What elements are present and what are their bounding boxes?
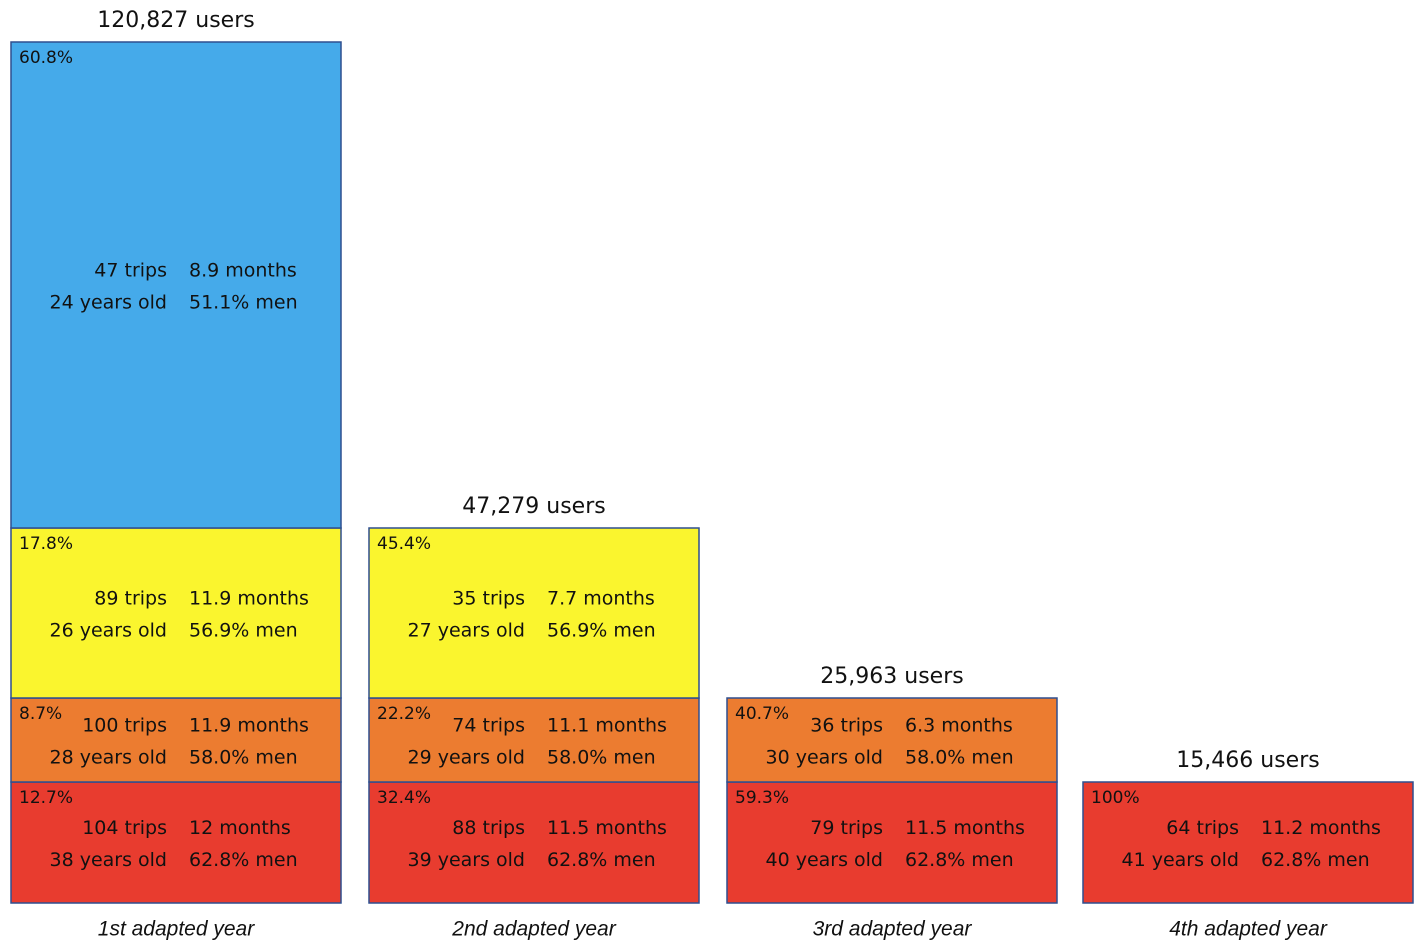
segment-share: 8.7%: [19, 704, 62, 724]
segment-age: 39 years old: [407, 849, 525, 871]
segment-box: [368, 527, 700, 699]
segment-months: 11.9 months: [189, 588, 309, 610]
segment-men: 58.0% men: [189, 747, 298, 769]
segment-box: [1082, 781, 1414, 904]
column-total: 47,279 users: [462, 494, 605, 519]
segment-box: [368, 781, 700, 904]
segment-age: 40 years old: [765, 849, 883, 871]
segment-months: 7.7 months: [547, 588, 655, 610]
segment-share: 12.7%: [19, 788, 73, 808]
segment-months: 11.5 months: [547, 817, 667, 839]
segment-age: 28 years old: [49, 747, 167, 769]
segment-share: 40.7%: [735, 704, 789, 724]
segment-trips: 36 trips: [810, 715, 883, 737]
segment-age: 30 years old: [765, 747, 883, 769]
segment-months: 6.3 months: [905, 715, 1013, 737]
segment-share: 45.4%: [377, 534, 431, 554]
segment-men: 62.8% men: [1261, 849, 1370, 871]
column-total: 25,963 users: [820, 664, 963, 689]
segment-men: 58.0% men: [547, 747, 656, 769]
segment-box: [10, 697, 342, 783]
column-total: 15,466 users: [1176, 748, 1319, 773]
column-total: 120,827 users: [97, 8, 254, 33]
segment-trips: 35 trips: [452, 588, 525, 610]
segment-share: 60.8%: [19, 48, 73, 68]
segment-trips: 74 trips: [452, 715, 525, 737]
column-label: 3rd adapted year: [813, 918, 973, 941]
segment-months: 12 months: [189, 817, 291, 839]
segment-box: [368, 697, 700, 783]
column-label: 1st adapted year: [98, 918, 255, 941]
segment-men: 56.9% men: [189, 620, 298, 642]
segment-age: 41 years old: [1121, 849, 1239, 871]
segment-trips: 64 trips: [1166, 817, 1239, 839]
segment-men: 62.8% men: [905, 849, 1014, 871]
segment-men: 56.9% men: [547, 620, 656, 642]
segment-age: 29 years old: [407, 747, 525, 769]
segment-share: 100%: [1091, 788, 1140, 808]
segment-box: [10, 781, 342, 904]
segment-months: 11.9 months: [189, 715, 309, 737]
segment-age: 24 years old: [49, 292, 167, 314]
segment-share: 22.2%: [377, 704, 431, 724]
segment-men: 62.8% men: [189, 849, 298, 871]
segment-months: 11.1 months: [547, 715, 667, 737]
segment-men: 58.0% men: [905, 747, 1014, 769]
segment-months: 11.2 months: [1261, 817, 1381, 839]
segment-trips: 47 trips: [94, 260, 167, 282]
segment-trips: 100 trips: [82, 715, 167, 737]
segment-months: 11.5 months: [905, 817, 1025, 839]
segment-trips: 89 trips: [94, 588, 167, 610]
segment-trips: 88 trips: [452, 817, 525, 839]
segment-men: 51.1% men: [189, 292, 298, 314]
segment-box: [10, 41, 342, 529]
segment-men: 62.8% men: [547, 849, 656, 871]
column-label: 2nd adapted year: [451, 918, 616, 941]
segment-share: 17.8%: [19, 534, 73, 554]
segment-age: 26 years old: [49, 620, 167, 642]
segment-trips: 79 trips: [810, 817, 883, 839]
segment-share: 59.3%: [735, 788, 789, 808]
segment-share: 32.4%: [377, 788, 431, 808]
segment-box: [726, 781, 1058, 904]
column-label: 4th adapted year: [1169, 918, 1328, 941]
segment-trips: 104 trips: [82, 817, 167, 839]
segment-age: 38 years old: [49, 849, 167, 871]
segment-age: 27 years old: [407, 620, 525, 642]
segment-months: 8.9 months: [189, 260, 297, 282]
segment-box: [726, 697, 1058, 783]
